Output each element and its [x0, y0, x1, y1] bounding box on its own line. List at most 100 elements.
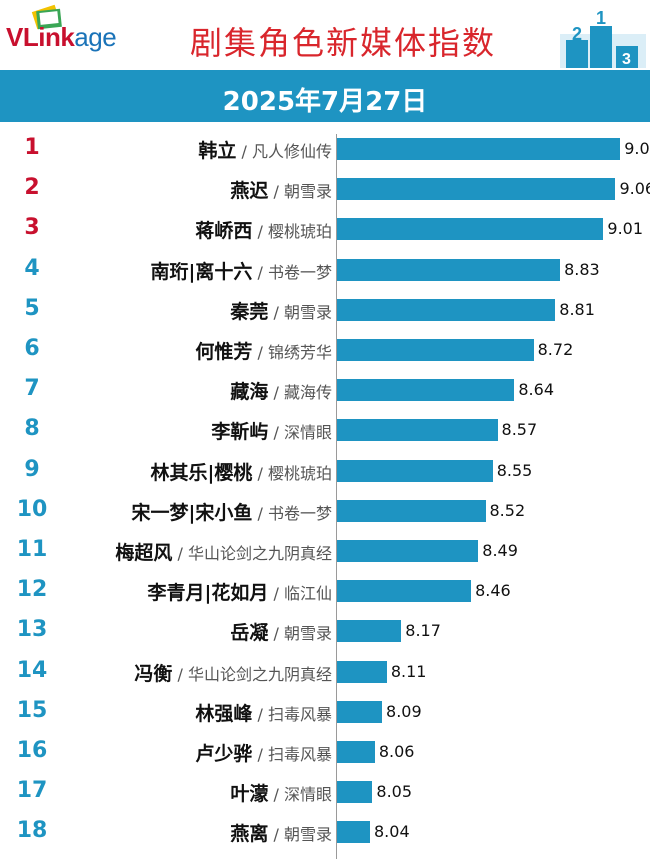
value-label: 8.09 [386, 701, 422, 721]
rank-number: 5 [24, 295, 40, 321]
rank-number: 13 [16, 617, 48, 643]
bar [337, 218, 604, 241]
character-name: 藏海 [230, 381, 269, 404]
character-name: 秦莞 [230, 300, 269, 323]
rank-number: 7 [24, 376, 40, 402]
label-separator: / [236, 142, 252, 161]
label-separator: / [268, 302, 284, 322]
rank-number: 9 [24, 456, 40, 482]
rank-number: 15 [16, 697, 48, 723]
rank-number: 4 [24, 255, 40, 281]
value-label: 9.08 [624, 139, 650, 158]
row-label: 李靳屿 / 深情眼 [211, 417, 332, 444]
bar [337, 419, 498, 442]
character-name: 冯衡 [134, 662, 173, 685]
bar [337, 580, 472, 603]
value-label: 8.72 [537, 340, 574, 359]
row-label: 南珩|离十六 / 书卷一梦 [150, 257, 332, 284]
label-separator: / [268, 182, 284, 202]
character-name: 南珩|离十六 [150, 260, 253, 283]
show-name: 朝雪录 [283, 182, 332, 202]
label-separator: / [252, 745, 268, 764]
value-label: 8.52 [489, 500, 526, 520]
bar [337, 339, 534, 361]
label-separator: / [268, 383, 284, 403]
row-label: 宋一梦|宋小鱼 / 书卷一梦 [131, 498, 332, 525]
podium-icon: 2 1 3 [560, 8, 646, 68]
row-label: 何惟芳 / 锦绣芳华 [195, 337, 332, 364]
character-name: 李靳屿 [211, 421, 269, 444]
date-banner: 2025年7月27日 [0, 70, 650, 122]
row-label: 岳凝 / 朝雪录 [230, 618, 332, 645]
label-separator: / [252, 463, 268, 483]
character-name: 燕迟 [230, 180, 269, 203]
character-name: 何惟芳 [195, 341, 253, 363]
rank-number: 17 [16, 778, 48, 804]
row-label: 梅超风 / 华山论剑之九阴真经 [115, 538, 332, 565]
logo-secondary: age [74, 22, 117, 52]
logo: VLinkage [6, 22, 117, 53]
row-label: 燕迟 / 朝雪录 [230, 176, 332, 203]
row-label: 林强峰 / 扫毒风暴 [195, 699, 332, 726]
value-label: 8.49 [482, 541, 518, 560]
row-label: 卢少骅 / 扫毒风暴 [195, 739, 332, 766]
bar [337, 660, 387, 683]
bar [337, 821, 370, 844]
character-name: 宋一梦|宋小鱼 [131, 501, 253, 524]
show-name: 凡人修仙传 [251, 142, 332, 161]
rank-number: 10 [16, 496, 48, 522]
value-label: 8.55 [496, 460, 533, 480]
logo-mark-icon [31, 4, 62, 30]
character-name: 梅超风 [115, 542, 173, 564]
character-name: 叶濛 [230, 783, 269, 806]
row-label: 燕离 / 朝雪录 [230, 819, 332, 846]
row-label: 李青月|花如月 / 临江仙 [147, 578, 332, 605]
bar [337, 178, 616, 201]
show-name: 深情眼 [283, 423, 332, 443]
show-name: 樱桃琥珀 [267, 463, 332, 483]
value-label: 8.17 [405, 621, 441, 641]
label-separator: / [172, 664, 188, 684]
header: VLinkage 剧集角色新媒体指数 2 1 3 [0, 0, 650, 70]
rank-number: 12 [16, 577, 48, 603]
show-name: 锦绣芳华 [267, 343, 332, 362]
value-label: 8.06 [378, 742, 415, 761]
rank-number: 1 [24, 135, 40, 160]
rank-number: 18 [16, 818, 48, 844]
value-label: 8.57 [501, 420, 538, 440]
bar-chart: 1 韩立 / 凡人修仙传 9.08 2 燕迟 / 朝雪录 9.06 3 蒋峤西 / 樱桃琥珀 9… [0, 122, 650, 859]
row-label: 冯衡 / 华山论剑之九阴真经 [134, 659, 332, 686]
character-name: 燕离 [230, 823, 269, 846]
label-separator: / [172, 544, 188, 563]
row-label: 藏海 / 藏海传 [230, 377, 332, 404]
label-separator: / [268, 825, 284, 845]
show-name: 临江仙 [283, 584, 332, 604]
svg-text:2: 2 [572, 24, 582, 44]
row-label: 叶濛 / 深情眼 [230, 779, 332, 806]
row-label: 秦莞 / 朝雪录 [230, 297, 332, 324]
show-name: 朝雪录 [283, 624, 332, 644]
label-separator: / [268, 423, 284, 443]
page-title: 剧集角色新媒体指数 [190, 24, 497, 62]
show-name: 华山论剑之九阴真经 [187, 544, 332, 563]
character-name: 林其乐|樱桃 [150, 461, 253, 484]
character-name: 岳凝 [230, 622, 269, 645]
bar [337, 700, 383, 723]
svg-text:3: 3 [622, 51, 631, 68]
character-name: 李青月|花如月 [147, 582, 269, 605]
bar [337, 459, 493, 482]
show-name: 华山论剑之九阴真经 [187, 664, 332, 684]
row-label: 蒋峤西 / 樱桃琥珀 [195, 216, 332, 243]
show-name: 樱桃琥珀 [267, 222, 332, 242]
bar [337, 298, 556, 321]
bar [337, 540, 479, 562]
bar [337, 741, 375, 763]
value-label: 8.46 [475, 581, 511, 601]
label-separator: / [252, 343, 268, 362]
chart-axis [336, 134, 337, 859]
rank-number: 3 [24, 215, 40, 241]
rank-number: 16 [16, 738, 48, 763]
rank-number: 2 [24, 175, 40, 201]
show-name: 深情眼 [283, 785, 332, 805]
bar [337, 499, 486, 522]
